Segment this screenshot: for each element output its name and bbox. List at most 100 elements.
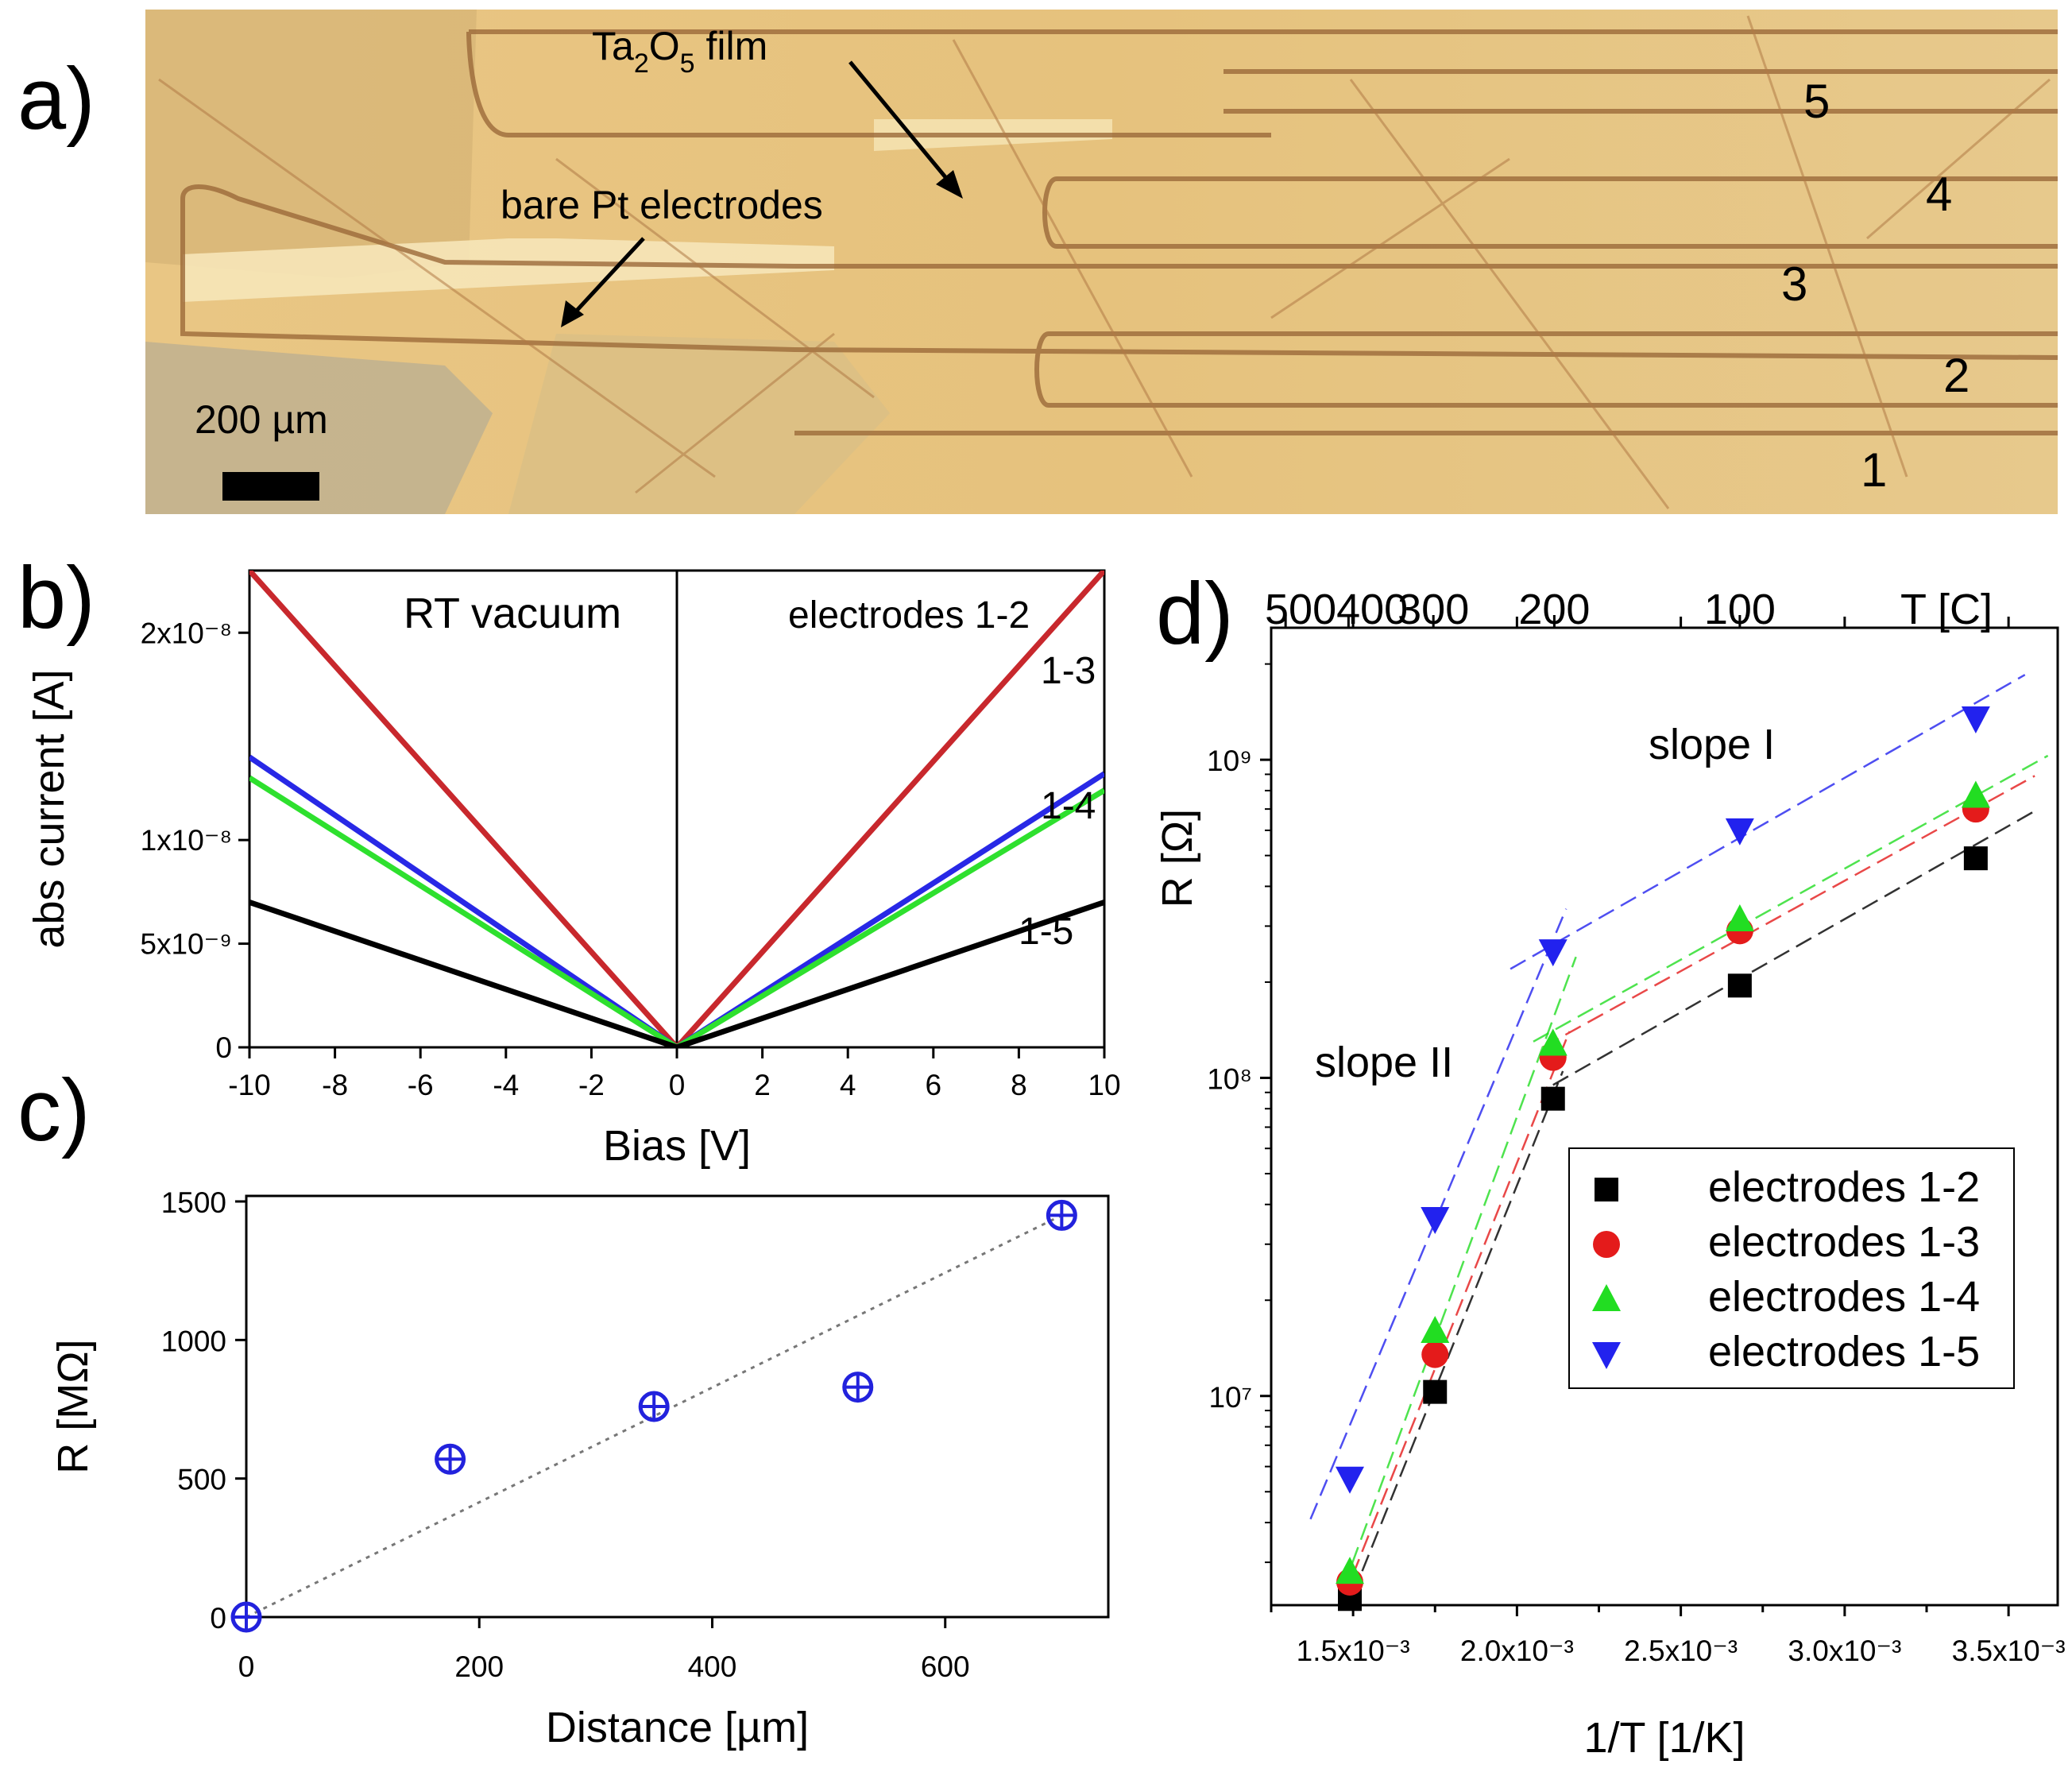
plot-b-xtick-label-0: -10 — [228, 1069, 270, 1101]
plot-d-xtick-label-4: 3.5x10⁻³ — [1952, 1635, 2066, 1667]
plot-d-fit-2-1 — [1533, 754, 2049, 1043]
plot-d-top-label-100: 100 — [1704, 586, 1776, 633]
plot-d-fit-1-0 — [1342, 1031, 1571, 1600]
plot-b-xlabel: Bias [V] — [603, 1122, 751, 1170]
plot-c-ytick-label-0: 0 — [210, 1602, 226, 1635]
plot-c-frame — [245, 1194, 1110, 1619]
plot-d-xtick-label-0: 1.5x10⁻³ — [1297, 1635, 1410, 1667]
plot-d-fit-0-0 — [1347, 1070, 1564, 1605]
plot-b-xtick-label-7: 4 — [840, 1069, 856, 1101]
film-label-sub1: 2 — [634, 48, 649, 79]
plot-b: -10 -8 -6 -4 -2 0 2 4 6 8 10 0 5x10⁻⁹ 1x10⁻⁸ 2x10⁻⁸ Bia… — [25, 569, 1121, 1170]
micrograph: Ta2O5 film bare Pt electrodes 200 µm 5 4… — [145, 10, 2058, 514]
plot-d-point-3-3 — [1725, 818, 1754, 845]
plot-b-ytick-label-0: 0 — [215, 1031, 232, 1064]
plot-b-line-1-4 — [249, 775, 1104, 1047]
plot-b-ann-13: 1-3 — [1041, 650, 1096, 692]
electrode-arrow-head — [561, 300, 584, 327]
plot-d-xlabel: 1/T [1/K] — [1583, 1714, 1745, 1762]
plot-d-point-3-4 — [1961, 706, 1990, 733]
panel-a-label: a) — [17, 50, 95, 148]
plot-d-ytick-label-0: 10⁷ — [1208, 1381, 1252, 1414]
film-label-sub2: 5 — [680, 48, 695, 79]
plot-d-point-2-4 — [1961, 780, 1990, 808]
plot-b-ytick-label-2: 1x10⁻⁸ — [141, 824, 232, 857]
plot-d-legend-marker-0 — [1595, 1178, 1618, 1201]
plot-d-point-3-2 — [1538, 939, 1568, 967]
electrode-number-5: 5 — [1803, 75, 1830, 128]
plot-b-xtick-label-9: 8 — [1011, 1069, 1027, 1101]
plot-b-xtick-label-8: 6 — [926, 1069, 942, 1101]
plot-c-xtick-label-2: 400 — [688, 1650, 737, 1683]
plot-b-xtick-label-1: -8 — [322, 1069, 348, 1101]
plot-d: 1.5x10⁻³ 2.0x10⁻³ 2.5x10⁻³ 3.0x10⁻³ 3.5x10⁻³… — [1154, 586, 2066, 1762]
plot-d-xtick-label-2: 2.5x10⁻³ — [1624, 1635, 1738, 1667]
plot-d-top-axis-label: T [C] — [1900, 586, 1993, 633]
film-arrow — [849, 60, 955, 188]
plot-d-legend-label-0: electrodes 1-2 — [1708, 1163, 1980, 1211]
plot-c-point-2 — [638, 1391, 670, 1422]
plot-d-legend-label-3: electrodes 1-5 — [1708, 1328, 1980, 1376]
plot-b-line-1-2 — [249, 571, 1104, 1047]
plot-d-fits — [1309, 674, 2049, 1605]
plot-d-point-2-0 — [1336, 1557, 1364, 1584]
plot-d-top-label-500-400: 500400 — [1265, 586, 1408, 633]
electrode-number-4: 4 — [1926, 168, 1952, 221]
plot-d-point-3-1 — [1421, 1207, 1450, 1235]
plot-d-fit-2-0 — [1342, 956, 1577, 1588]
electrode-arrow — [572, 237, 645, 315]
plot-c-ytick-label-3: 1500 — [161, 1186, 226, 1219]
plot-b-xtick-label-6: 2 — [754, 1069, 771, 1101]
plot-d-legend-marker-2 — [1592, 1284, 1621, 1311]
plot-d-point-2-3 — [1725, 903, 1754, 931]
plot-d-point-0-1 — [1423, 1379, 1448, 1404]
plot-c-point-1 — [435, 1443, 466, 1475]
film-arrow-head — [936, 170, 963, 199]
plot-d-legend-marker-1 — [1593, 1231, 1620, 1258]
panel-d-label: d) — [1156, 565, 1234, 663]
plot-d-ylabel: R [Ω] — [1154, 809, 1201, 907]
plot-d-ytick-label-1: 10⁸ — [1207, 1062, 1252, 1095]
plot-d-xtick-label-3: 3.0x10⁻³ — [1788, 1635, 1901, 1667]
plot-d-legend-label-1: electrodes 1-3 — [1708, 1218, 1980, 1266]
plot-d-legend: electrodes 1-2 electrodes 1-3 electrodes 1… — [1568, 1147, 2015, 1389]
plot-d-point-2-1 — [1421, 1316, 1450, 1344]
plot-d-point-1-1 — [1421, 1341, 1449, 1368]
plot-b-ann-15: 1-5 — [1019, 911, 1073, 953]
plot-b-ylabel: abs current [A] — [25, 669, 73, 948]
plot-b-xtick-label-4: -2 — [578, 1069, 605, 1101]
plot-b-ann-rt-vacuum: RT vacuum — [404, 590, 621, 637]
film-label-ta: Ta — [592, 24, 634, 68]
scale-bar — [222, 472, 319, 501]
plot-d-ytick-label-2: 10⁹ — [1207, 745, 1252, 777]
electrode-number-1: 1 — [1861, 443, 1887, 497]
plot-d-point-2-2 — [1538, 1028, 1568, 1056]
plot-d-fit-1-1 — [1542, 775, 2035, 1048]
plot-b-line-1-3 — [249, 754, 1104, 1047]
plot-b-line-1-5 — [249, 900, 1104, 1047]
panel-c-label: c) — [17, 1062, 91, 1159]
plot-b-series — [249, 571, 1104, 1047]
plot-c-xlabel: Distance [µm] — [546, 1704, 809, 1751]
film-label-o: O — [649, 24, 680, 68]
plot-b-ytick-label-1: 5x10⁻⁹ — [140, 928, 232, 961]
plot-d-fit-0-1 — [1552, 810, 2035, 1086]
plot-d-top-label-300: 300 — [1397, 586, 1469, 633]
plot-c-xtick-label-3: 600 — [921, 1650, 970, 1683]
plot-d-point-0-2 — [1540, 1086, 1565, 1111]
plot-d-legend-marker-3 — [1592, 1342, 1621, 1369]
plot-d-ann-slope-i: slope I — [1649, 721, 1775, 768]
plot-b-xtick-label-10: 10 — [1088, 1069, 1120, 1101]
film-label-end: film — [695, 24, 768, 68]
plot-d-top-label-200: 200 — [1518, 586, 1590, 633]
svg-text:Ta2O5 film: Ta2O5 film — [592, 24, 767, 79]
plot-c-point-3 — [842, 1372, 874, 1403]
scale-bar-label: 200 µm — [195, 397, 328, 442]
plot-d-frame — [1270, 626, 2059, 1607]
electrode-number-3: 3 — [1781, 257, 1807, 311]
plot-d-fit-3-1 — [1510, 674, 2026, 970]
plot-b-xtick-label-5: 0 — [669, 1069, 686, 1101]
plot-b-ann-electrodes: electrodes 1-2 — [788, 594, 1030, 636]
plot-c-ytick-label-1: 500 — [177, 1464, 226, 1496]
